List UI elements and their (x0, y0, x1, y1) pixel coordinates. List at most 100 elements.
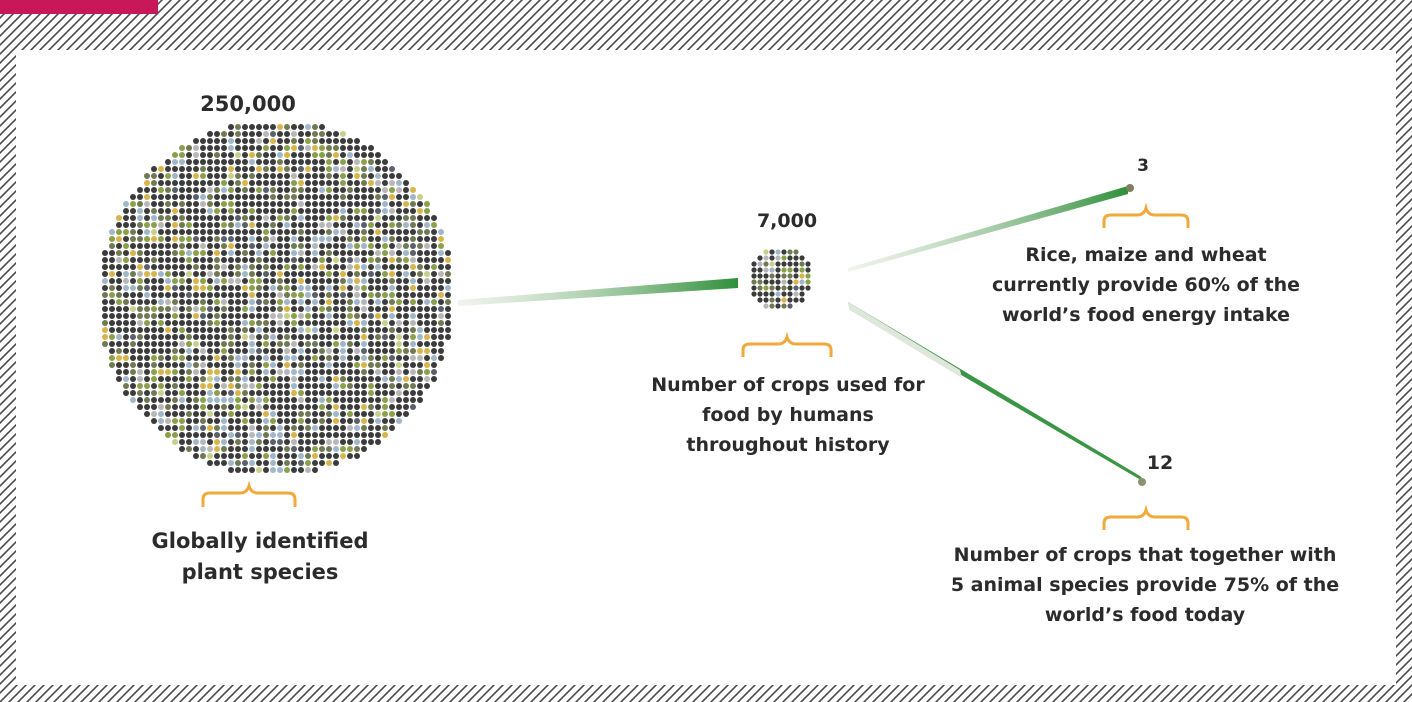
species-dot (319, 166, 325, 172)
species-dot (417, 327, 423, 333)
species-dot (417, 236, 423, 242)
species-dot (354, 187, 360, 193)
species-dot (291, 313, 297, 319)
species-dot (102, 250, 108, 256)
species-dot (403, 285, 409, 291)
species-dot (354, 215, 360, 221)
species-dot (144, 348, 150, 354)
species-dot (305, 327, 311, 333)
species-dot (284, 411, 290, 417)
species-dot (277, 229, 283, 235)
species-dot (242, 439, 248, 445)
species-dot (123, 341, 129, 347)
species-dot (193, 327, 199, 333)
species-dot (179, 250, 185, 256)
species-dot (799, 267, 805, 273)
species-dot (284, 397, 290, 403)
species-dot (340, 334, 346, 340)
species-dot (284, 306, 290, 312)
species-dot (165, 194, 171, 200)
species-dot (284, 327, 290, 333)
species-dot (305, 285, 311, 291)
species-dot (438, 257, 444, 263)
species-dot (256, 334, 262, 340)
species-dot (291, 397, 297, 403)
species-dot (284, 180, 290, 186)
species-dot (228, 446, 234, 452)
species-dot (172, 215, 178, 221)
species-dot (144, 313, 150, 319)
species-dot (305, 250, 311, 256)
species-dot (221, 194, 227, 200)
species-dot (347, 166, 353, 172)
species-dot (235, 369, 241, 375)
species-dot (263, 341, 269, 347)
species-dot (389, 208, 395, 214)
species-dot (200, 348, 206, 354)
species-dot (235, 453, 241, 459)
species-dot (340, 194, 346, 200)
species-dot (354, 376, 360, 382)
species-dot (305, 292, 311, 298)
species-dot (305, 362, 311, 368)
species-dot (277, 243, 283, 249)
species-dot (214, 187, 220, 193)
species-dot (179, 278, 185, 284)
core-crops-dot (1138, 478, 1146, 486)
species-dot (256, 397, 262, 403)
species-dot (130, 306, 136, 312)
species-dot (186, 439, 192, 445)
species-dot (396, 320, 402, 326)
species-dot (179, 425, 185, 431)
staple-crops-value: 3 (1137, 156, 1149, 176)
species-dot (165, 292, 171, 298)
species-dot (200, 208, 206, 214)
species-dot (109, 320, 115, 326)
species-dot (256, 460, 262, 466)
species-dot (763, 261, 769, 267)
species-dot (319, 411, 325, 417)
species-dot (249, 355, 255, 361)
species-dot (347, 271, 353, 277)
species-dot (375, 222, 381, 228)
species-dot (347, 362, 353, 368)
species-dot (207, 320, 213, 326)
species-dot (242, 201, 248, 207)
species-dot (172, 404, 178, 410)
species-dot (284, 292, 290, 298)
species-dot (361, 390, 367, 396)
species-dot (158, 369, 164, 375)
species-dot (277, 369, 283, 375)
species-dot (347, 180, 353, 186)
species-dot (172, 187, 178, 193)
species-dot (424, 215, 430, 221)
species-dot (375, 369, 381, 375)
species-dot (389, 180, 395, 186)
species-dot (326, 313, 332, 319)
species-dot (221, 439, 227, 445)
species-dot (361, 432, 367, 438)
species-dot (298, 145, 304, 151)
species-dot (361, 229, 367, 235)
species-dot (172, 201, 178, 207)
species-dot (277, 292, 283, 298)
species-dot (158, 418, 164, 424)
species-dot (228, 222, 234, 228)
global-species-value: 250,000 (200, 92, 296, 116)
species-dot (775, 285, 781, 291)
species-dot (123, 264, 129, 270)
species-dot (305, 278, 311, 284)
species-dot (277, 306, 283, 312)
species-dot (319, 243, 325, 249)
species-dot (319, 439, 325, 445)
species-dot (305, 313, 311, 319)
species-dot (326, 215, 332, 221)
species-dot (284, 124, 290, 130)
species-dot (130, 271, 136, 277)
species-dot (151, 243, 157, 249)
species-dot (228, 131, 234, 137)
species-dot (347, 222, 353, 228)
species-dot (291, 257, 297, 263)
species-dot (214, 222, 220, 228)
species-dot (403, 243, 409, 249)
